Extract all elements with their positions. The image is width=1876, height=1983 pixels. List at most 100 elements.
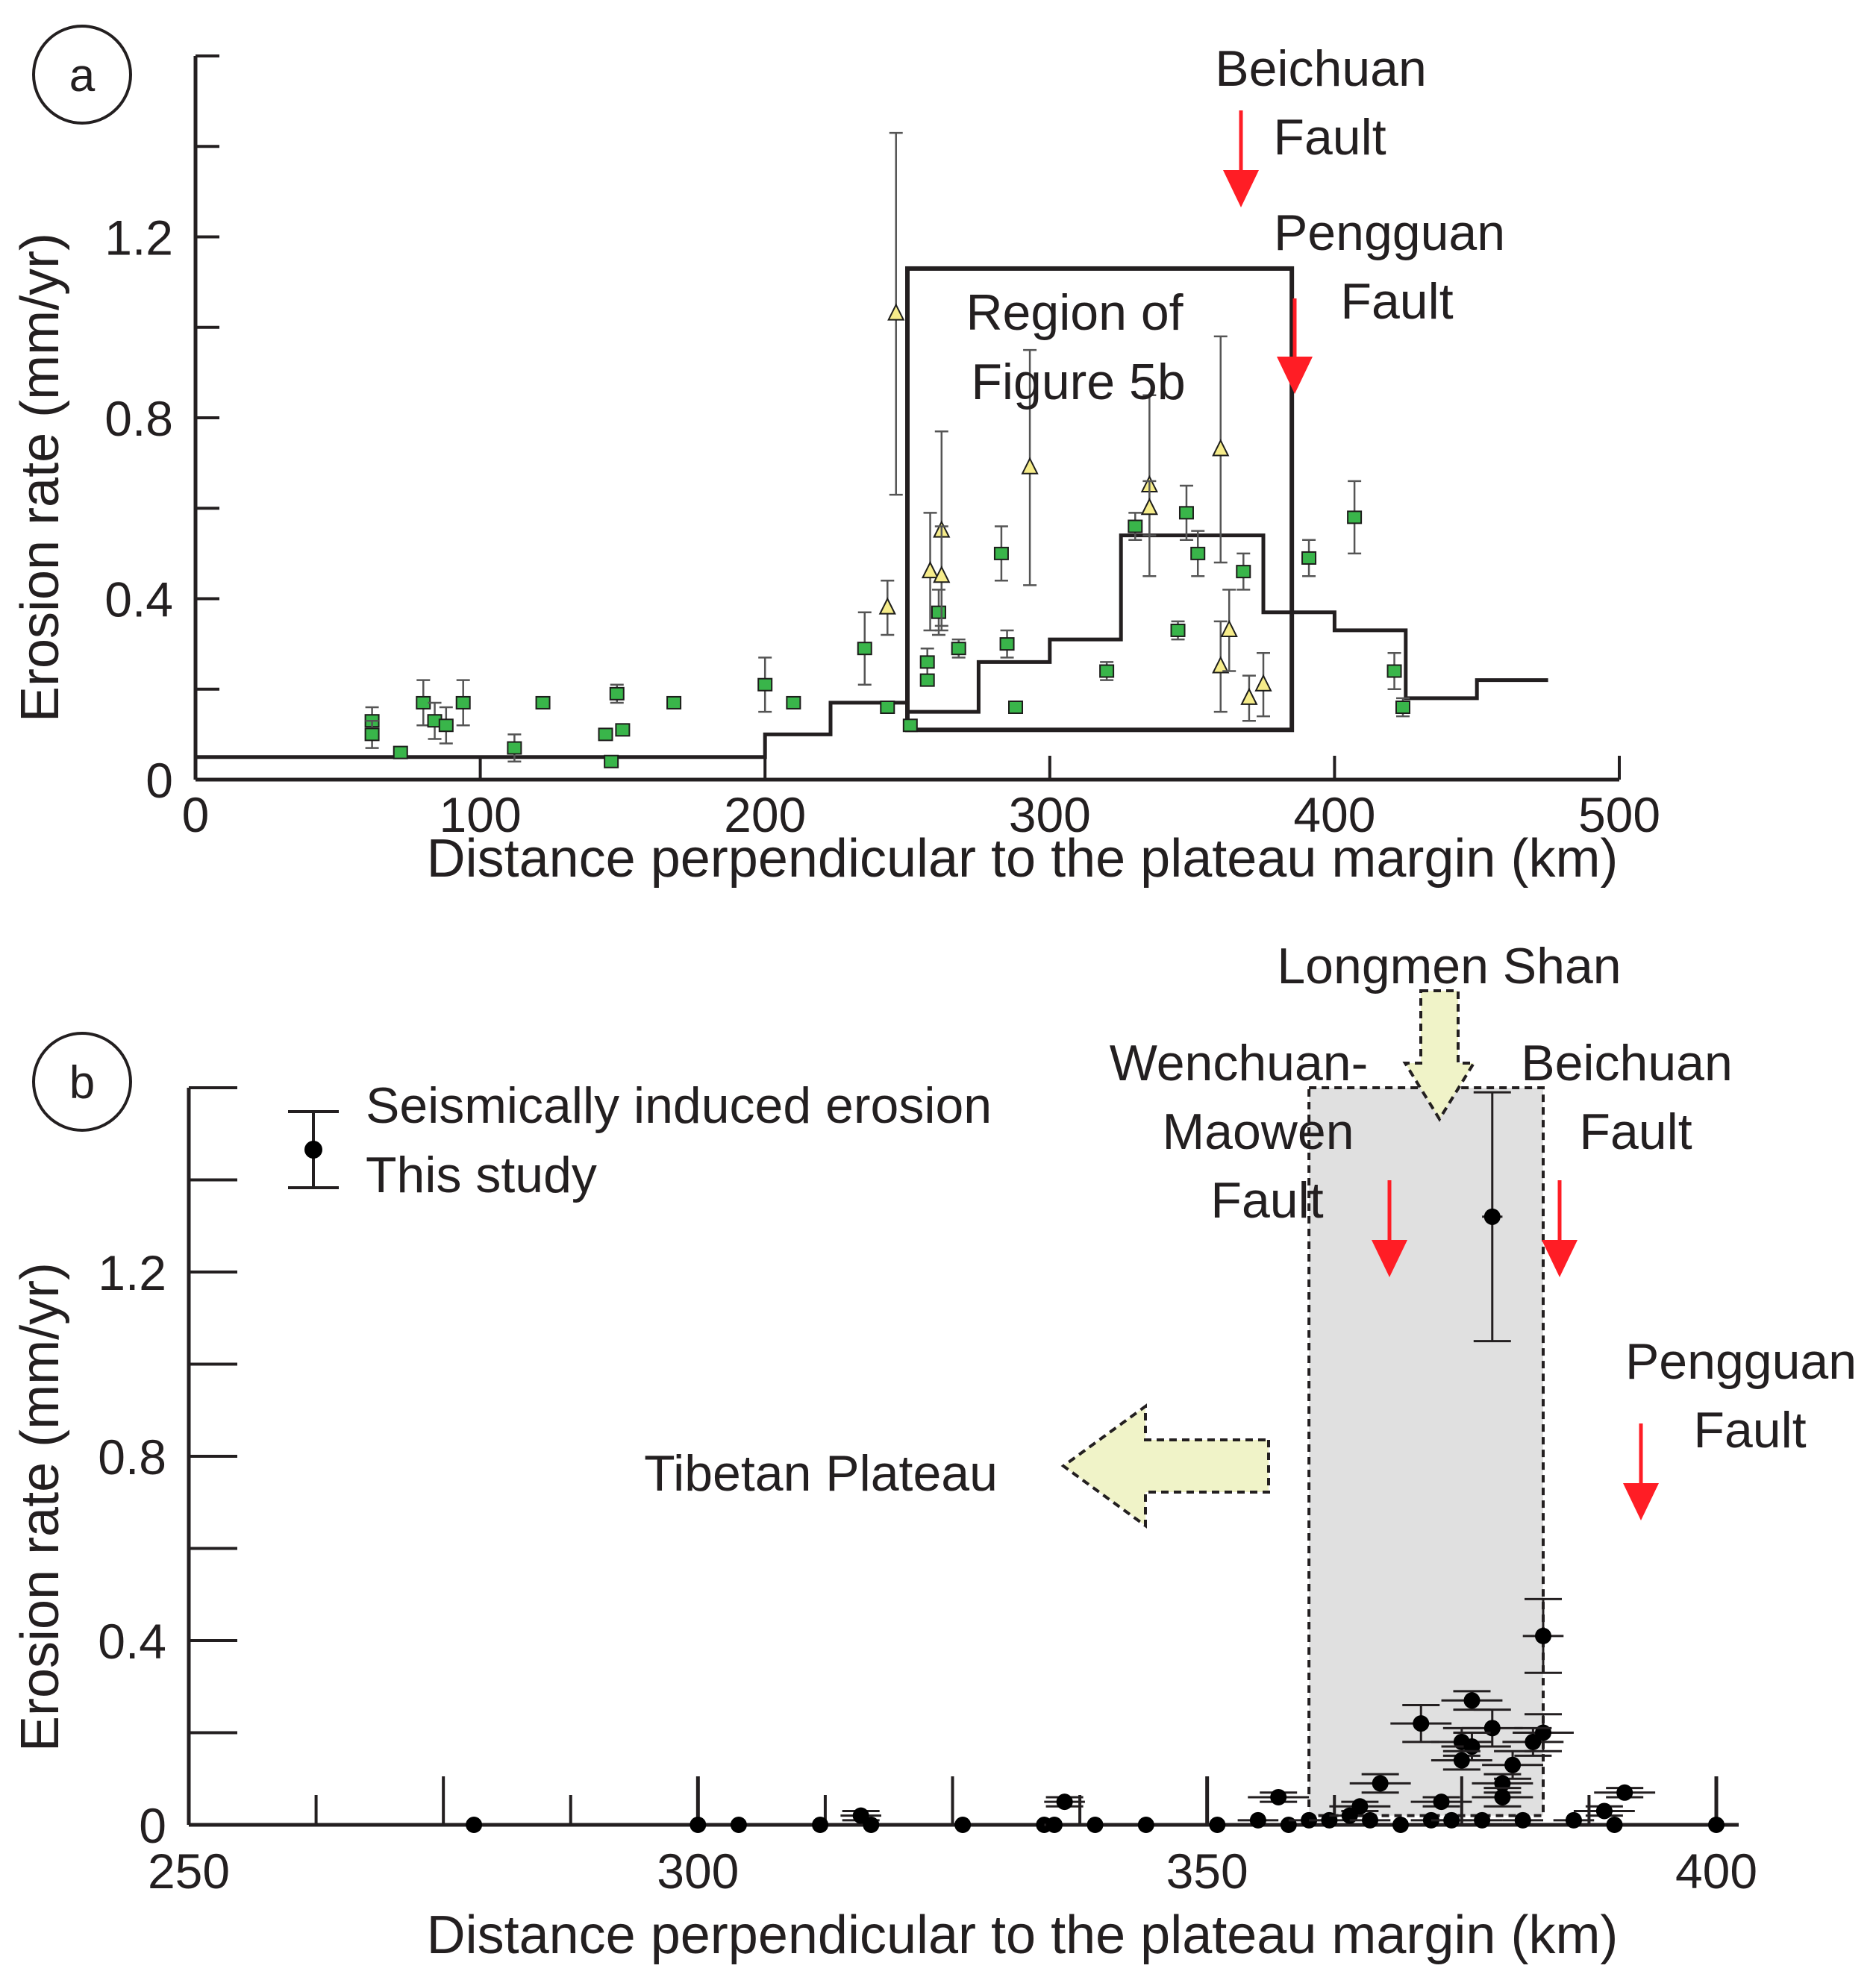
data-point-dot [1606,1817,1623,1833]
square-data-point [993,546,1009,560]
square-data-point [438,718,454,733]
beichuan-fault-arrow-a-head [1223,170,1259,207]
panel-a-x-tick-label: 100 [440,787,522,842]
wenchuan-fault-label-line3: Fault [1210,1172,1323,1229]
panel-b-label: b [69,1057,95,1109]
legend-label-line1: Seismically induced erosion [366,1077,992,1134]
panel-a-y-axis-label: Erosion rate (mm/yr) [10,233,70,722]
region-box-label-line2: Figure 5b [971,354,1185,410]
panel-a-axes [193,54,1621,782]
triangle-data-point [1254,674,1272,692]
data-point-dot [1086,1817,1104,1833]
panel-a-x-tick-label: 500 [1578,787,1660,842]
data-point-dot [1362,1811,1379,1829]
data-point-dot [1463,1692,1481,1709]
data-point-dot [1321,1811,1338,1829]
longmen-shan-arrow [1402,989,1477,1122]
beichuan-fault-arrow-b-head [1542,1240,1578,1277]
panel-a-y-tick-label: 0.8 [104,391,173,446]
pengguan-fault-label-b-line2: Fault [1693,1402,1806,1459]
triangle-data-point [878,597,896,615]
panel-b-y-tick-label: 0.4 [98,1614,166,1669]
triangle-data-point [921,560,939,579]
data-point-dot [1595,1802,1613,1820]
triangle-data-point [887,303,905,321]
square-data-point [931,605,946,619]
square-data-point [535,695,551,709]
data-point-dot [466,1817,483,1833]
data-point-dot [1270,1788,1287,1805]
panel-a-label: a [69,50,96,101]
square-data-point [757,677,773,692]
panel-a-region-box [905,266,1295,733]
legend-label-line2: This study [366,1147,597,1203]
panel-b-y-tick-label: 0.8 [98,1429,166,1485]
data-point-dot [690,1817,707,1833]
square-data-point [951,642,966,656]
panel-b-y-tick-label: 0 [139,1798,166,1853]
data-point-dot [1045,1817,1063,1833]
panel-b-x-tick-label: 400 [1675,1843,1757,1899]
panel-a-tick-labels: 0 100 200 300 400 500 0 0.4 0.8 1.2 [104,210,1660,843]
beichuan-fault-label-b-line1: Beichuan [1521,1035,1733,1091]
data-point-dot [1504,1756,1522,1773]
data-point-dot [1535,1627,1552,1644]
panel-b-y-tick-label: 1.2 [98,1245,166,1300]
pengguan-fault-label-a-line2: Fault [1340,273,1453,330]
data-point-dot [730,1817,747,1833]
square-data-point [919,655,935,669]
data-point-dot [1249,1811,1266,1829]
triangle-data-point [1212,656,1230,674]
panel-a-chart: a 0 100 200 300 400 500 0 0.4 0.8 1.2 Distance pe… [10,25,1660,889]
panel-a-x-tick-label: 300 [1009,787,1091,842]
panel-b-data-points [466,1091,1727,1833]
panel-a-y-tick-label: 0 [146,753,173,808]
square-data-point [902,718,918,733]
square-data-point [857,642,872,656]
panel-b-fault-arrows [1372,1180,1659,1520]
data-point-dot [1137,1817,1154,1833]
data-point-dot [1341,1807,1358,1824]
data-point-dot [1565,1811,1582,1829]
beichuan-fault-label-a-line2: Fault [1273,109,1386,166]
panel-b-x-tick-label: 350 [1166,1843,1248,1899]
data-point-dot [1616,1784,1633,1801]
data-point-dot [812,1817,829,1833]
longmen-shan-shaded-region [1307,1086,1545,1817]
data-point-dot [1280,1817,1297,1833]
data-point-dot [1708,1817,1725,1833]
square-data-point [598,727,613,742]
pengguan-fault-arrow-b-head [1623,1483,1659,1520]
square-data-point [1386,664,1402,678]
data-point-dot [1483,1720,1501,1737]
longmen-shan-shaded-rect [1307,1086,1545,1817]
panel-a-model-step-line [196,533,1548,759]
panel-a-x-tick-label: 0 [182,787,210,842]
data-point-dot [1514,1811,1531,1829]
data-point-dot [1525,1733,1542,1750]
square-data-point [919,673,935,687]
panel-b-badge [32,1032,132,1132]
square-data-point [1128,519,1143,533]
region-box-label-line1: Region of [966,284,1183,341]
data-point-dot [1433,1794,1450,1811]
wenchuan-fault-label-line2: Maowen [1162,1103,1354,1160]
square-data-point [364,727,380,742]
legend-dot-marker [304,1141,322,1159]
square-data-point [455,695,471,709]
triangle-data-point [1212,439,1230,457]
square-data-point [604,754,619,768]
square-data-point [615,723,631,737]
data-point-dot [1483,1208,1501,1225]
data-point-dot [954,1817,972,1833]
data-point-dot [1209,1817,1226,1833]
pengguan-fault-label-a-line1: Pengguan [1274,204,1505,261]
square-data-point [507,741,522,755]
tibetan-plateau-arrow [1060,1403,1270,1529]
square-data-point [1347,510,1363,524]
panel-a-x-tick-label: 400 [1293,787,1375,842]
panel-b-tick-labels: 250 300 350 400 0 0.4 0.8 1.2 [98,1245,1757,1899]
square-data-point [1099,664,1115,678]
data-point-dot [1392,1817,1409,1833]
square-data-point [880,701,895,714]
